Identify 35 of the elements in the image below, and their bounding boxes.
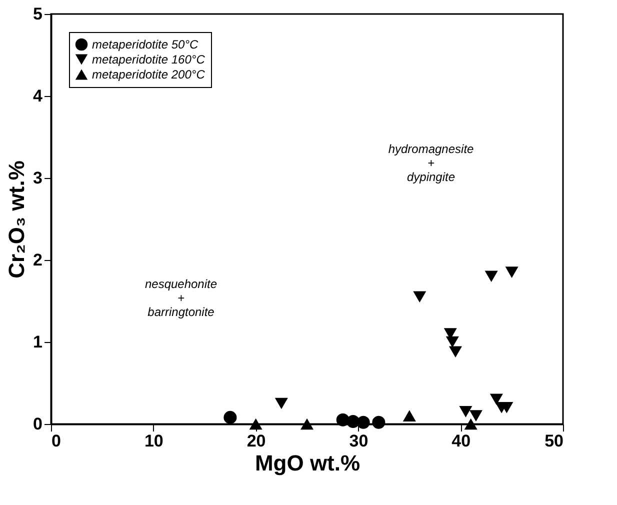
point: [249, 418, 262, 430]
legend-label: metaperidotite 200°C: [92, 68, 206, 82]
point: [446, 336, 459, 348]
point: [464, 418, 478, 430]
point: [300, 418, 314, 430]
x-tick-label: 0: [52, 432, 61, 450]
y-tick-label: 0: [33, 414, 42, 434]
annotation: hydromagnesite + dypingite: [388, 142, 474, 184]
legend-label: metaperidotite 50°C: [92, 38, 199, 52]
point: [413, 291, 426, 303]
point: [448, 346, 462, 358]
point: [274, 398, 288, 410]
y-axis-title: Cr₂O₃ wt.%: [4, 160, 30, 278]
y-tick-label: 5: [33, 4, 42, 24]
point: [459, 406, 472, 418]
legend-label: metaperidotite 160°C: [92, 52, 206, 66]
point: [484, 270, 498, 282]
x-axis-title: MgO wt.%: [254, 450, 360, 476]
x-tick-label: 50: [544, 432, 564, 450]
point: [224, 410, 237, 424]
x-tick-label: 10: [144, 432, 164, 450]
annotation: nesquehonite + barringtonite: [144, 277, 218, 319]
x-tick-label: 20: [246, 432, 266, 450]
point: [356, 416, 370, 429]
x-tick-label: 30: [349, 432, 368, 450]
point: [372, 416, 386, 429]
point: [490, 394, 503, 406]
point: [505, 266, 518, 278]
point: [402, 410, 416, 422]
y-tick-label: 3: [33, 168, 42, 188]
point: [469, 410, 482, 422]
y-tick-label: 4: [33, 86, 44, 106]
y-tick-label: 2: [33, 250, 42, 270]
y-tick-label: 1: [33, 332, 42, 352]
x-tick-label: 40: [452, 432, 471, 450]
